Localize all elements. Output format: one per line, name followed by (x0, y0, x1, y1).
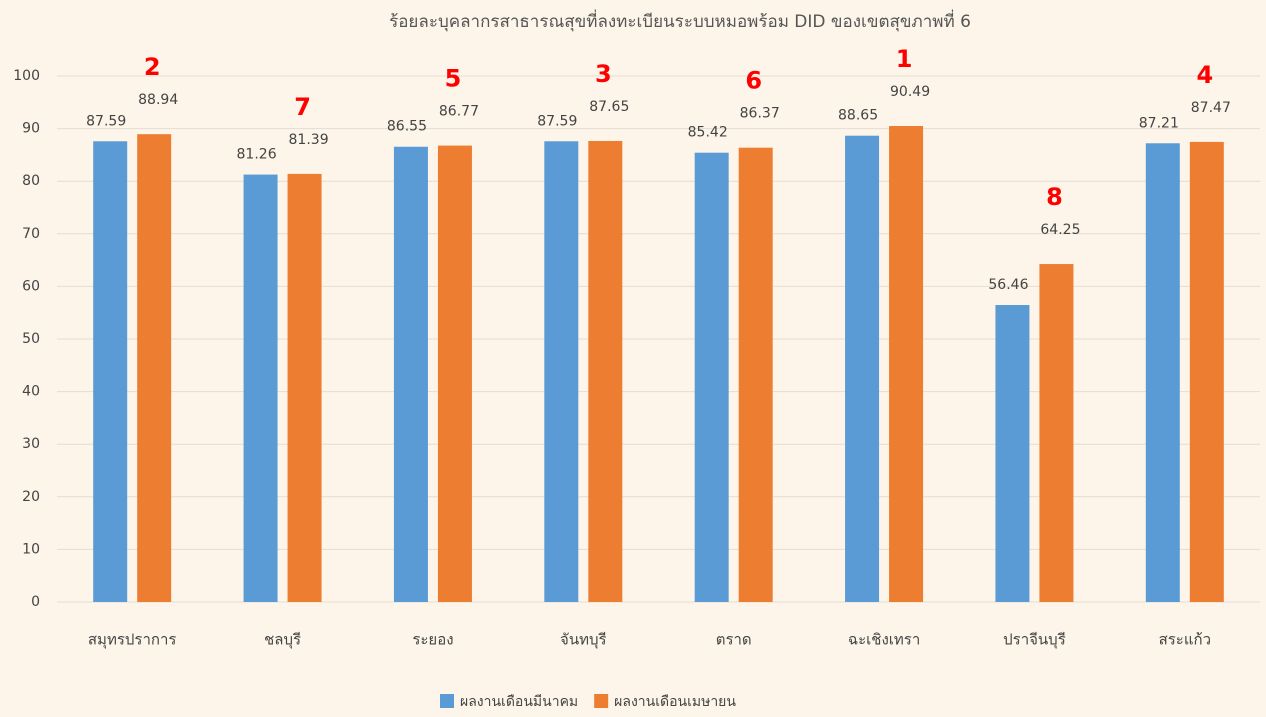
x-tick-label: ตราด (716, 631, 752, 649)
chart-title: ร้อยละบุคลากรสาธารณสุขที่ลงทะเบียนระบบหม… (389, 9, 971, 32)
legend-swatch (440, 694, 454, 708)
data-label: 87.47 (1191, 100, 1231, 116)
y-tick-label: 90 (22, 121, 40, 137)
y-tick-label: 50 (22, 331, 40, 347)
rank-label: 4 (1196, 61, 1213, 89)
bar (393, 146, 428, 602)
y-tick-label: 40 (22, 384, 40, 400)
bar (845, 135, 880, 603)
bar (889, 126, 924, 603)
legend-swatch (594, 694, 609, 708)
bar (1039, 264, 1074, 602)
y-tick-label: 70 (22, 226, 40, 242)
bar (738, 147, 773, 603)
y-tick-label: 10 (22, 541, 40, 557)
rank-label: 5 (445, 65, 462, 93)
data-label: 90.49 (890, 84, 930, 100)
legend-label: ผลงานเดือนมีนาคม (460, 694, 578, 710)
data-label: 81.39 (289, 132, 329, 148)
y-tick-label: 60 (22, 278, 40, 294)
data-label: 56.46 (988, 277, 1028, 293)
x-tick-label: จันทบุรี (560, 631, 607, 650)
x-tick-label: สระแก้ว (1159, 631, 1211, 649)
data-label: 81.26 (237, 147, 277, 163)
bar (694, 152, 729, 602)
x-tick-label: ฉะเชิงเทรา (848, 631, 920, 649)
data-label: 87.65 (589, 99, 629, 115)
bar (544, 141, 579, 602)
y-tick-label: 30 (22, 436, 40, 452)
rank-label: 8 (1046, 183, 1063, 211)
rank-label: 3 (595, 60, 612, 88)
data-label: 85.42 (688, 125, 728, 141)
data-label: 87.59 (537, 113, 577, 129)
data-label: 64.25 (1040, 222, 1080, 238)
data-label: 86.37 (740, 106, 780, 122)
bar (1189, 141, 1224, 602)
y-tick-label: 20 (22, 489, 40, 505)
bar (437, 145, 472, 603)
bar (287, 173, 322, 602)
rank-label: 7 (294, 93, 311, 121)
y-tick-label: 0 (31, 594, 40, 610)
data-label: 87.59 (86, 113, 126, 129)
bar (93, 141, 128, 602)
legend-label: ผลงานเดือนเมษายน (614, 694, 736, 710)
data-label: 87.21 (1139, 115, 1179, 131)
rank-label: 6 (745, 67, 762, 95)
bar (1145, 143, 1180, 603)
data-label: 86.77 (439, 104, 479, 120)
x-tick-label: ชลบุรี (264, 631, 301, 650)
data-label: 86.55 (387, 119, 427, 135)
x-tick-label: ปราจีนบุรี (1003, 631, 1066, 650)
x-tick-label: สมุทรปราการ (88, 631, 177, 650)
data-label: 88.65 (838, 108, 878, 124)
y-tick-label: 100 (13, 68, 40, 84)
bar (588, 140, 623, 602)
bar (137, 134, 172, 602)
data-label: 88.94 (138, 92, 178, 108)
y-tick-label: 80 (22, 173, 40, 189)
bar (995, 305, 1030, 602)
rank-label: 2 (144, 53, 161, 81)
bar (243, 174, 278, 603)
x-tick-label: ระยอง (412, 631, 453, 649)
rank-label: 1 (896, 45, 913, 73)
